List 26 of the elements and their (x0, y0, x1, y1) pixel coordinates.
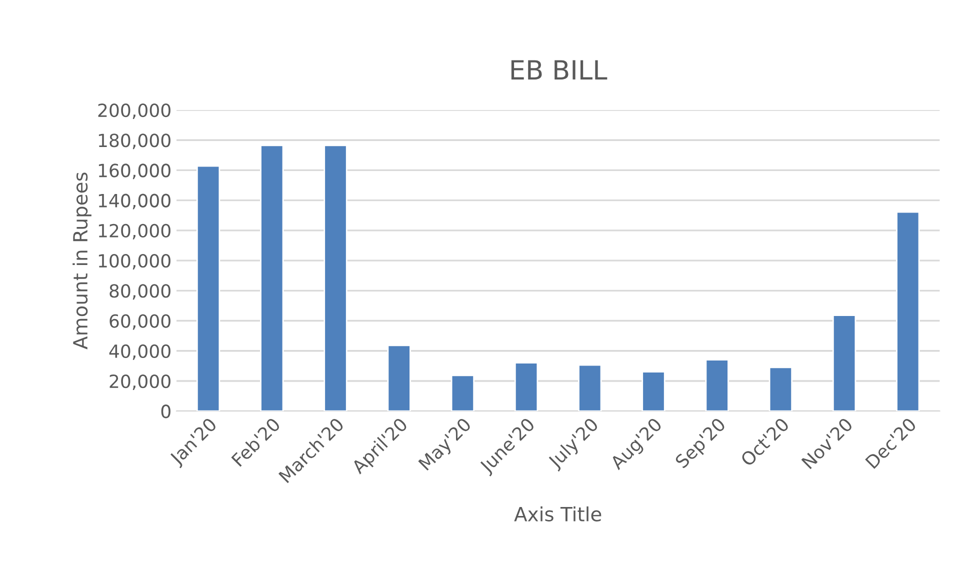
bar (705, 359, 729, 412)
y-tick-label: 120,000 (98, 224, 170, 240)
bar (578, 364, 602, 412)
y-tick-label: 80,000 (110, 284, 170, 300)
y-tick-label: 20,000 (110, 374, 170, 390)
y-tick-label: 60,000 (110, 314, 170, 330)
y-tick-label: 200,000 (98, 103, 170, 119)
chart-title: EB BILL (511, 60, 608, 80)
bar (260, 144, 284, 412)
y-tick-label: 40,000 (109, 344, 170, 360)
bar (768, 366, 793, 412)
bar (896, 211, 920, 412)
y-tick-label: 160,000 (98, 164, 170, 180)
y-tick-label: 100,000 (98, 254, 170, 270)
bar (514, 362, 538, 412)
bar (196, 165, 220, 412)
y-tick-label: 0 (161, 404, 170, 418)
y-axis-title: Amount in Rupees (72, 172, 92, 350)
x-axis-title: Axis Title (514, 506, 602, 522)
y-tick-label: 140,000 (98, 194, 170, 210)
bar (450, 374, 475, 412)
bar (832, 314, 856, 412)
bar (642, 371, 666, 412)
bar (387, 344, 411, 412)
bar (324, 144, 348, 412)
y-tick-label: 180,000 (98, 134, 170, 150)
